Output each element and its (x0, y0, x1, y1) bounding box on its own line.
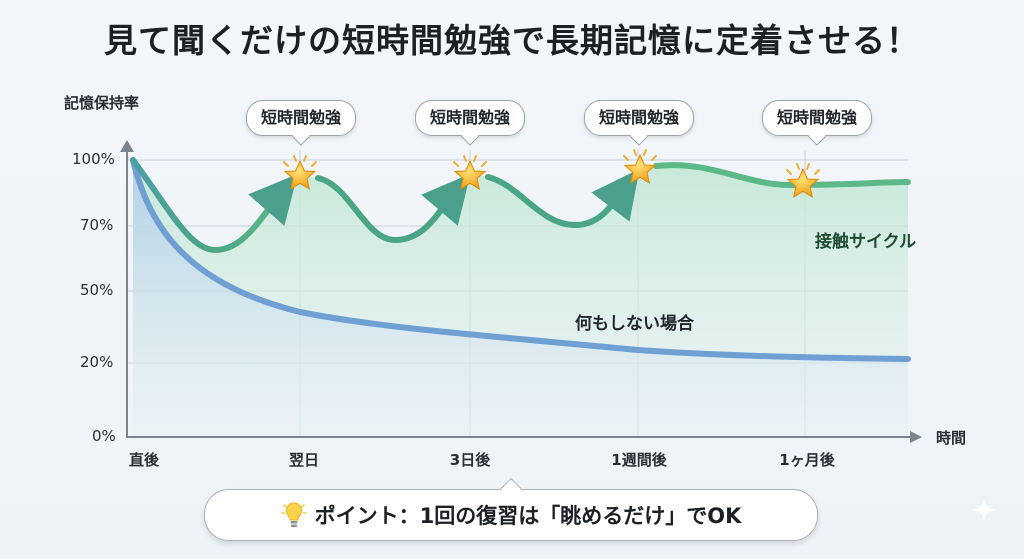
x-axis-arrow-icon (910, 431, 922, 443)
star-icon (283, 155, 317, 191)
y-tick-20: 20% (80, 353, 114, 371)
star-icon (453, 155, 487, 191)
study-bubble-4: 短時間勉強 (761, 100, 873, 136)
no-review-area (133, 160, 908, 437)
x-tick-1-week: 1週間後 (611, 451, 667, 469)
cycle-line-3 (485, 168, 640, 229)
star-icon (623, 149, 657, 185)
lightbulb-icon (280, 502, 307, 527)
sparkle-icon (972, 498, 996, 522)
point-callout: ポイント：1回の復習は「眺めるだけ」でOK (204, 489, 818, 541)
cycle-series-label: 接触サイクル (815, 232, 917, 252)
cycle-line-2 (315, 173, 471, 244)
cycle-line-1 (130, 157, 298, 254)
study-bubble-1: 短時間勉強 (245, 100, 357, 136)
page-title: 見て聞くだけの短時間勉強で長期記憶に定着させる！ (104, 21, 920, 60)
point-text: ポイント：1回の復習は「眺めるだけ」でOK (314, 504, 742, 528)
x-tick-3-days: 3日後 (449, 451, 491, 469)
cycle-line-4 (653, 162, 911, 189)
x-axis-title: 時間 (936, 429, 967, 447)
study-bubble-3: 短時間勉強 (583, 100, 695, 136)
y-tick-70: 70% (80, 216, 114, 234)
star-icon (786, 163, 820, 199)
no-review-line (130, 157, 911, 362)
x-tick-immediately: 直後 (128, 451, 160, 469)
y-tick-0: 0% (92, 427, 116, 445)
y-tick-50: 50% (80, 281, 114, 299)
study-bubble-2: 短時間勉強 (414, 100, 526, 136)
y-axis-arrow-icon (120, 140, 134, 152)
no-review-series-label: 何もしない場合 (575, 314, 694, 334)
x-tick-1-month: 1ヶ月後 (779, 451, 835, 469)
y-tick-100: 100% (72, 150, 115, 168)
x-tick-next-day: 翌日 (288, 451, 320, 469)
y-axis-title: 記憶保持率 (64, 94, 140, 112)
